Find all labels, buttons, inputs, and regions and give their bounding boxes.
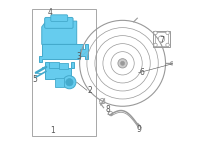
Text: 5: 5 [33,75,38,84]
Polygon shape [45,62,74,79]
Polygon shape [39,44,83,62]
Bar [32,9,96,136]
Polygon shape [80,44,88,59]
Bar [155,32,168,46]
Text: 4: 4 [47,8,52,17]
Polygon shape [55,78,64,87]
Circle shape [121,61,125,65]
Circle shape [63,76,76,89]
Circle shape [158,36,165,42]
FancyBboxPatch shape [51,15,68,21]
Circle shape [166,31,169,35]
Circle shape [154,31,157,35]
Text: 8: 8 [105,105,110,114]
Text: 1: 1 [50,126,55,135]
Polygon shape [59,63,68,69]
Circle shape [154,43,157,47]
Circle shape [118,59,127,68]
Bar [153,31,170,47]
Text: 6: 6 [139,68,144,77]
Circle shape [166,43,169,47]
Text: 9: 9 [136,125,141,134]
Polygon shape [42,21,77,44]
Circle shape [170,62,174,65]
Circle shape [66,79,73,86]
Polygon shape [49,62,59,68]
Text: 3: 3 [77,52,82,61]
Text: 7: 7 [159,36,164,45]
FancyBboxPatch shape [45,17,73,28]
Text: 2: 2 [88,86,92,95]
